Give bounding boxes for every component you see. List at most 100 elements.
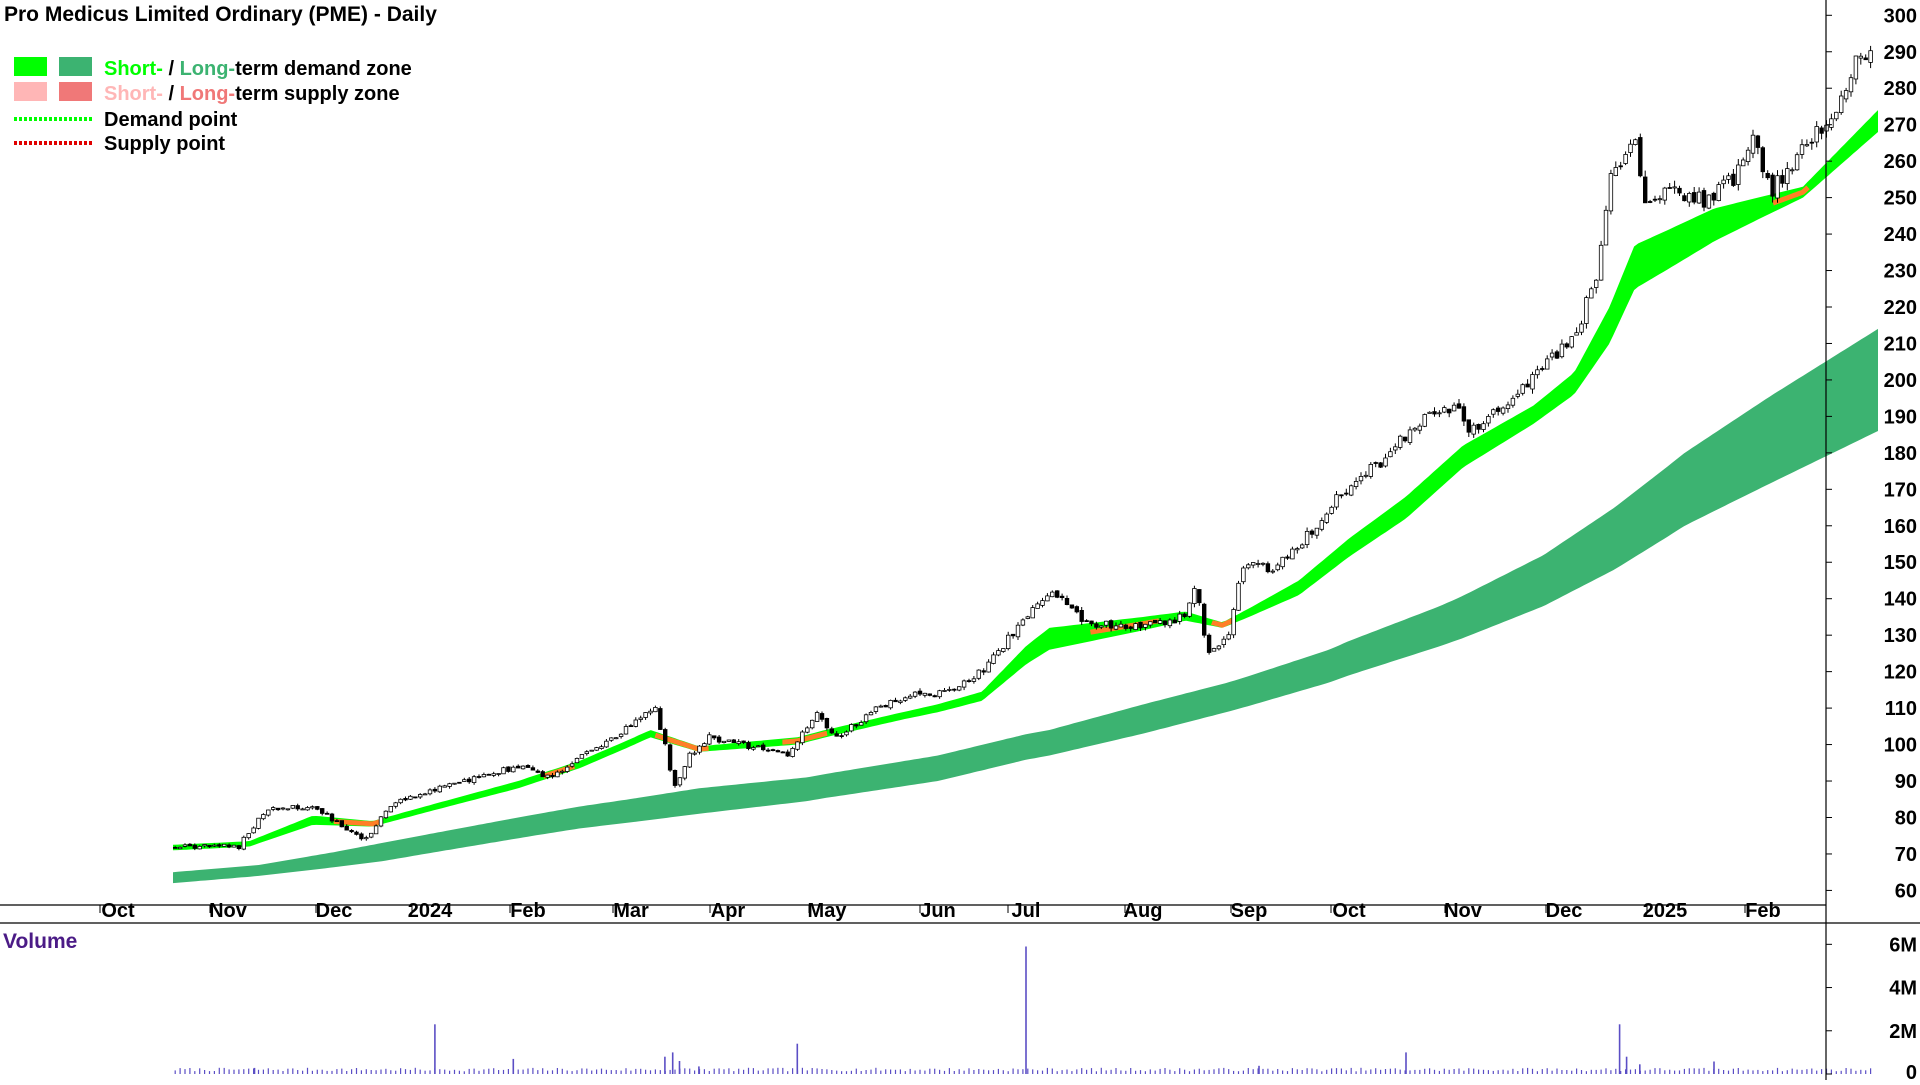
candle-body <box>1628 143 1633 153</box>
y-tick-label: 140 <box>1884 589 1917 611</box>
y-tick-label: 80 <box>1895 808 1917 830</box>
y-tick-label: 260 <box>1884 151 1917 173</box>
candle-body <box>844 731 849 736</box>
y-tick-label: 250 <box>1884 188 1917 210</box>
candle-body <box>1839 95 1844 114</box>
x-tick-label: Dec <box>316 900 353 922</box>
candle-body <box>849 724 854 732</box>
candle-body <box>1579 323 1584 333</box>
candle-body <box>197 846 202 850</box>
candle-body <box>535 770 540 773</box>
candle-body <box>226 844 232 848</box>
candle-body <box>638 717 643 720</box>
candle-body <box>329 813 335 822</box>
candle-body <box>663 729 668 745</box>
candle-body <box>761 744 766 751</box>
candle-body <box>359 833 364 840</box>
legend-swatch-short-demand <box>14 57 47 76</box>
candle-body <box>1540 368 1545 370</box>
candle-body <box>393 802 398 807</box>
candle-body <box>810 719 815 729</box>
volume-y-tick-label: 0 <box>1906 1062 1917 1080</box>
candle-body <box>1290 548 1295 560</box>
candle-body <box>1853 55 1859 80</box>
legend-demand-long: Long- <box>180 58 236 80</box>
candle-body <box>878 705 883 708</box>
candle-body <box>1613 167 1618 177</box>
candle-body <box>457 781 462 784</box>
candle-body <box>775 750 781 753</box>
candle-body <box>648 710 653 714</box>
candle-body <box>1760 147 1765 173</box>
candle-body <box>266 809 271 816</box>
candle-body <box>1682 195 1687 202</box>
candle-body <box>1383 457 1388 467</box>
x-tick-label: Mar <box>613 900 649 922</box>
candle-body <box>182 844 188 847</box>
candle-body <box>545 774 550 778</box>
candle-body <box>1594 279 1599 288</box>
candle-body <box>1834 111 1839 120</box>
legend-swatch-long-demand <box>59 57 92 76</box>
candle-body <box>1309 530 1315 535</box>
candle-body <box>1721 179 1726 185</box>
candle-body <box>1584 297 1589 324</box>
candle-body <box>1804 144 1810 147</box>
candle-body <box>1574 332 1579 336</box>
y-tick-label: 70 <box>1895 844 1917 866</box>
candle-body <box>1192 588 1197 605</box>
candle-body <box>1197 589 1202 604</box>
candle-body <box>1045 595 1050 602</box>
candle-body <box>1182 613 1187 617</box>
candle-body <box>702 743 707 747</box>
candle-body <box>339 820 344 828</box>
candle-body <box>859 722 864 726</box>
candle-body <box>721 740 727 743</box>
candle-body <box>1368 463 1373 477</box>
candle-body <box>481 774 487 778</box>
candle-body <box>511 766 516 773</box>
candle-body <box>961 680 967 688</box>
y-tick-label: 280 <box>1884 78 1917 100</box>
candle-body <box>1138 621 1143 629</box>
candle-body <box>712 735 717 739</box>
candle-body <box>1040 600 1045 606</box>
candle-body <box>1378 462 1383 468</box>
candle-body <box>707 734 712 745</box>
candle-body <box>1726 175 1731 180</box>
candle-body <box>908 695 913 699</box>
candle-body <box>1692 192 1697 203</box>
candle-body <box>1819 127 1824 134</box>
candle-body <box>697 745 702 753</box>
candle-body <box>1388 451 1393 458</box>
candle-body <box>1868 50 1873 63</box>
candle-body <box>653 707 658 713</box>
candle-body <box>1143 623 1148 628</box>
candle-body <box>1358 475 1364 482</box>
candle-body <box>569 763 575 767</box>
candle-body <box>1339 494 1344 497</box>
candle-body <box>476 776 482 778</box>
y-tick-label: 180 <box>1884 443 1917 465</box>
candle-body <box>829 728 834 734</box>
candle-body <box>432 788 438 792</box>
legend-supply-rest: term supply zone <box>235 83 399 105</box>
candle-body <box>1598 244 1604 281</box>
candle-body <box>172 847 178 849</box>
candle-body <box>863 714 869 723</box>
candle-body <box>1500 407 1506 414</box>
candle-body <box>1363 474 1369 477</box>
candle-body <box>1050 591 1055 598</box>
legend-demand-sep: / <box>163 58 180 80</box>
x-tick-label: May <box>808 900 848 922</box>
legend-supply-short: Short- <box>104 83 163 105</box>
candle-body <box>677 777 683 786</box>
candle-body <box>883 705 888 708</box>
candle-body <box>1319 520 1324 530</box>
candle-body <box>1001 648 1006 652</box>
candle-body <box>1858 55 1863 59</box>
candle-body <box>903 697 908 701</box>
candle-body <box>1863 57 1868 61</box>
candle-body <box>976 669 981 679</box>
